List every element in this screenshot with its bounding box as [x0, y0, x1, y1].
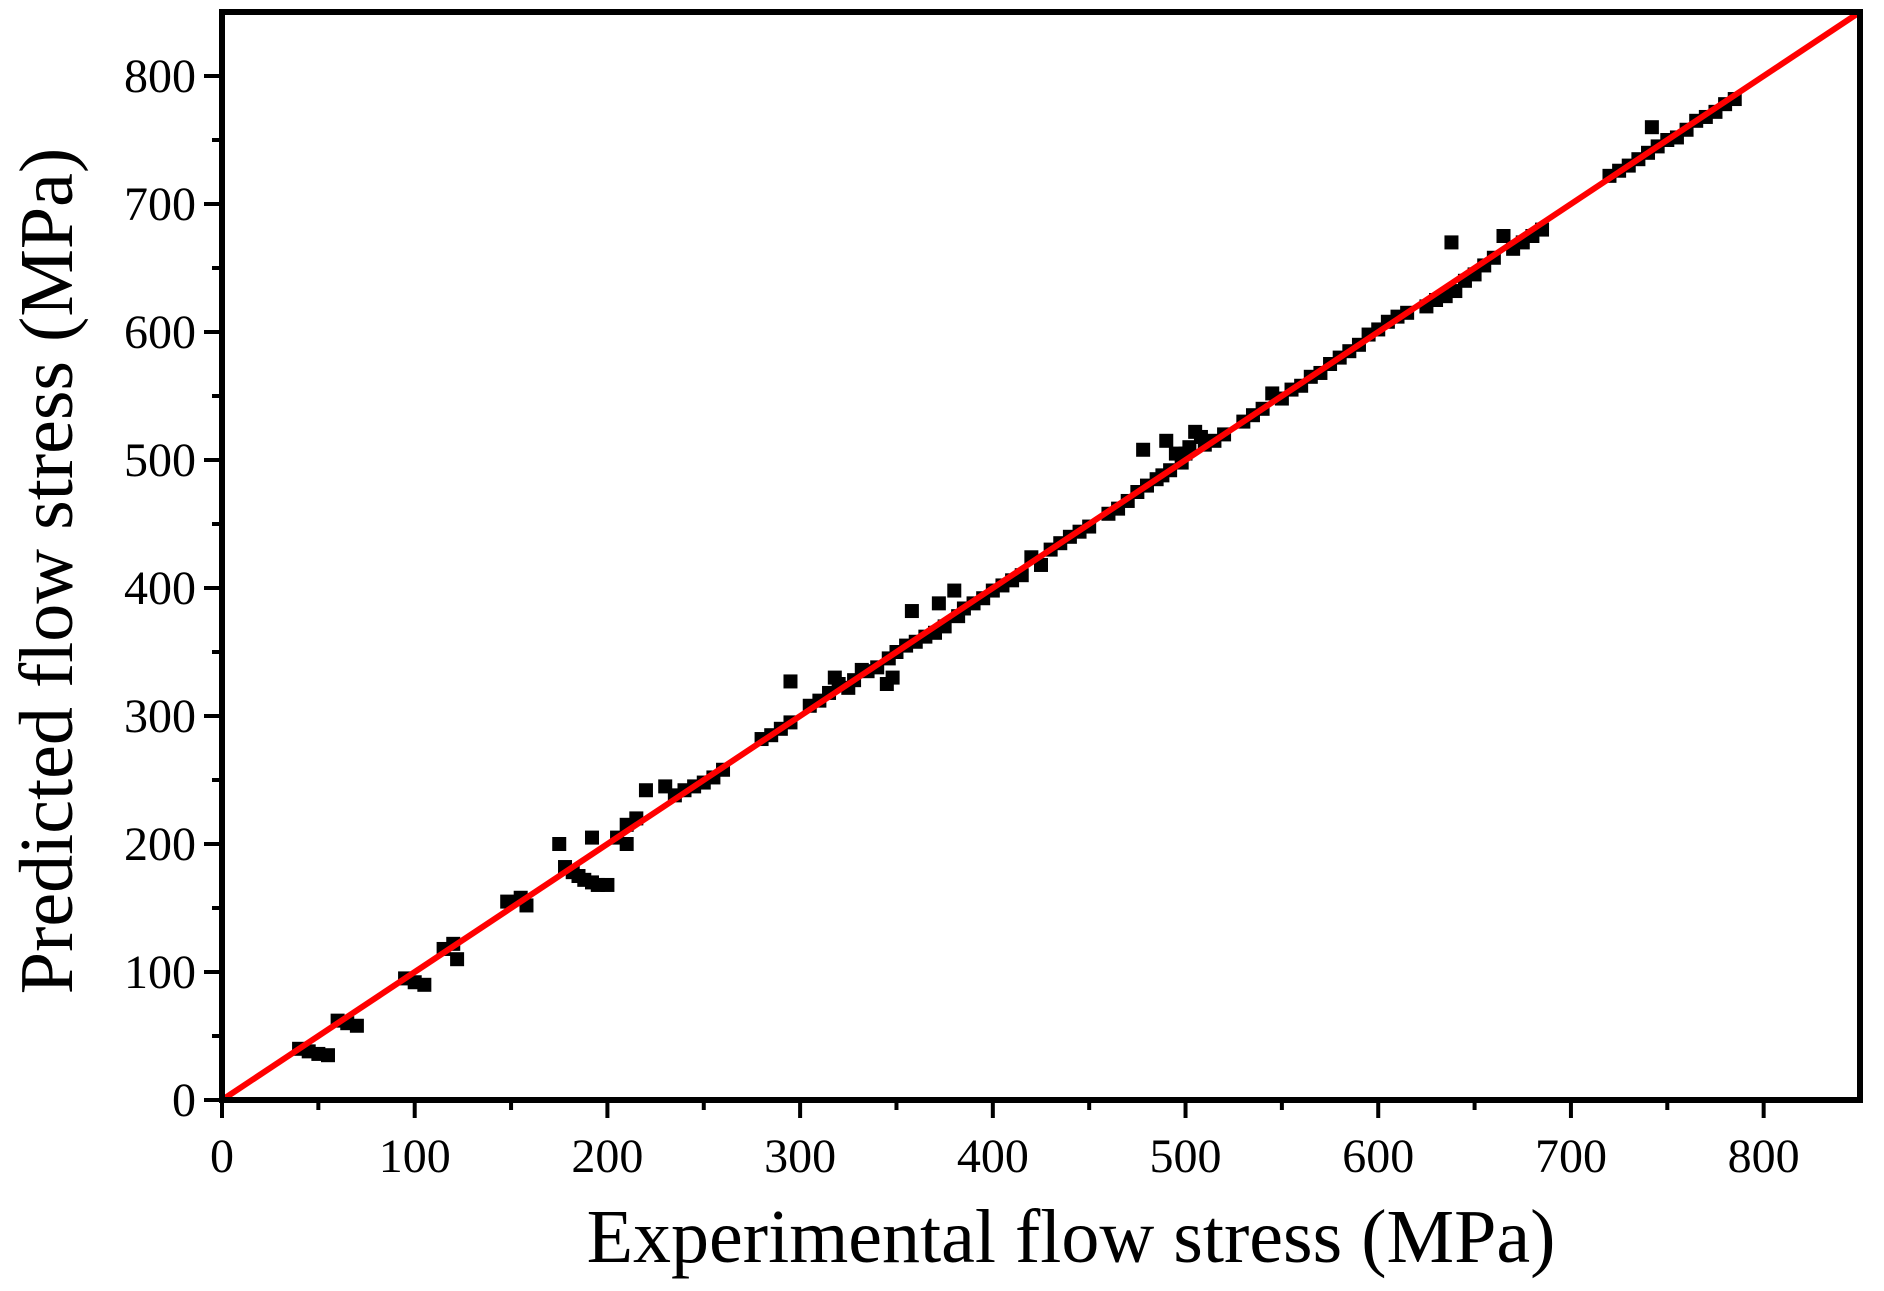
data-point [1136, 442, 1151, 457]
data-point [1444, 235, 1459, 250]
x-tick-label: 800 [1728, 1130, 1800, 1183]
data-point [450, 952, 465, 967]
data-point [1496, 229, 1511, 243]
data-point [1159, 433, 1174, 448]
y-tick-label: 100 [124, 946, 196, 999]
data-point [638, 783, 653, 798]
data-point [349, 1018, 364, 1033]
x-tick-label: 100 [379, 1130, 451, 1183]
data-point [783, 674, 798, 689]
y-tick-label: 600 [124, 306, 196, 359]
data-point [600, 877, 615, 892]
x-tick-label: 0 [210, 1130, 234, 1183]
plot-frame [219, 9, 1863, 1103]
data-point [885, 670, 900, 685]
x-tick-label: 400 [957, 1130, 1029, 1183]
y-tick-label: 500 [124, 434, 196, 487]
data-point [320, 1048, 335, 1063]
data-point [619, 837, 634, 851]
x-axis-label: Experimental flow stress (MPa) [587, 1195, 1556, 1279]
data-point [552, 837, 567, 851]
axis-ticks: 0 100 200 300 400 500 600 700 800 0 100 200 300 400 50… [124, 50, 1800, 1183]
data-point [417, 977, 432, 992]
data-point [904, 604, 919, 619]
x-tick-label: 700 [1535, 1130, 1607, 1183]
x-tick-label: 500 [1150, 1130, 1222, 1183]
data-point [1644, 120, 1659, 135]
y-tick-label: 200 [124, 818, 196, 871]
x-tick-label: 300 [764, 1130, 836, 1183]
x-tick-label: 200 [571, 1130, 643, 1183]
y-axis-label: Predicted flow stress (MPa) [5, 148, 89, 994]
y-tick-label: 800 [124, 50, 196, 103]
fit-line [220, 9, 1862, 1103]
y-tick-label: 700 [124, 178, 196, 231]
data-point [1182, 440, 1197, 455]
y-tick-label: 0 [172, 1074, 196, 1127]
y-tick-label: 400 [124, 562, 196, 615]
plot-marks [220, 9, 1862, 1103]
data-point [931, 596, 946, 611]
y-tick-label: 300 [124, 690, 196, 743]
data-point [947, 583, 962, 598]
data-point [584, 830, 599, 845]
x-tick-label: 600 [1342, 1130, 1414, 1183]
